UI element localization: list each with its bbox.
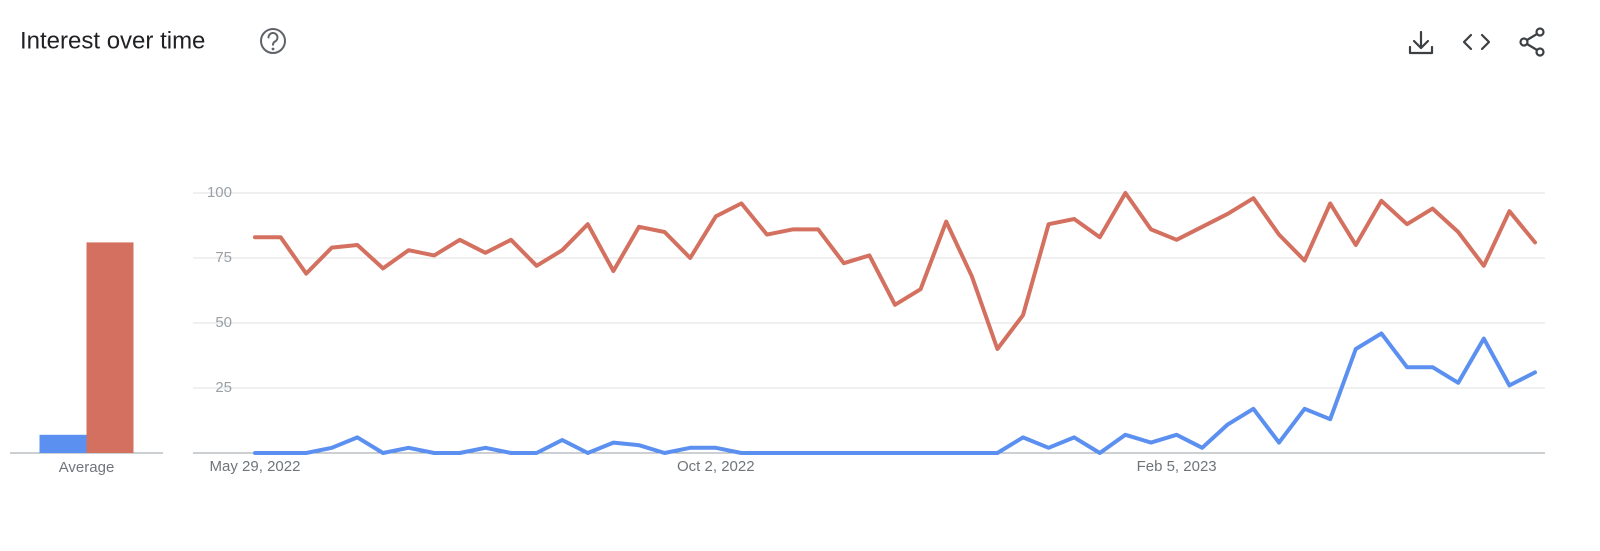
- embed-button[interactable]: [1462, 33, 1491, 51]
- y-tick-label: 100: [207, 184, 232, 201]
- x-tick-label: May 29, 2022: [210, 458, 301, 475]
- plot: Average 25 50 75 100 May 29, 2022 Oct 2, 2022 F…: [10, 184, 1545, 476]
- help-icon[interactable]: [260, 28, 286, 54]
- y-tick-label: 75: [215, 249, 232, 266]
- series-line: [253, 191, 1537, 351]
- average-bar: [86, 242, 134, 453]
- y-tick-label: 50: [215, 314, 232, 331]
- series-line: [253, 331, 1537, 455]
- x-tick-label: Average: [59, 459, 115, 476]
- download-button[interactable]: [1408, 30, 1434, 55]
- widget-title: Interest over time: [20, 27, 205, 54]
- share-button[interactable]: [1519, 27, 1545, 57]
- y-tick-label: 25: [215, 379, 232, 396]
- x-tick-label: Oct 2, 2022: [677, 458, 755, 475]
- average-bar: [39, 434, 87, 453]
- x-tick-label: Feb 5, 2023: [1137, 458, 1217, 475]
